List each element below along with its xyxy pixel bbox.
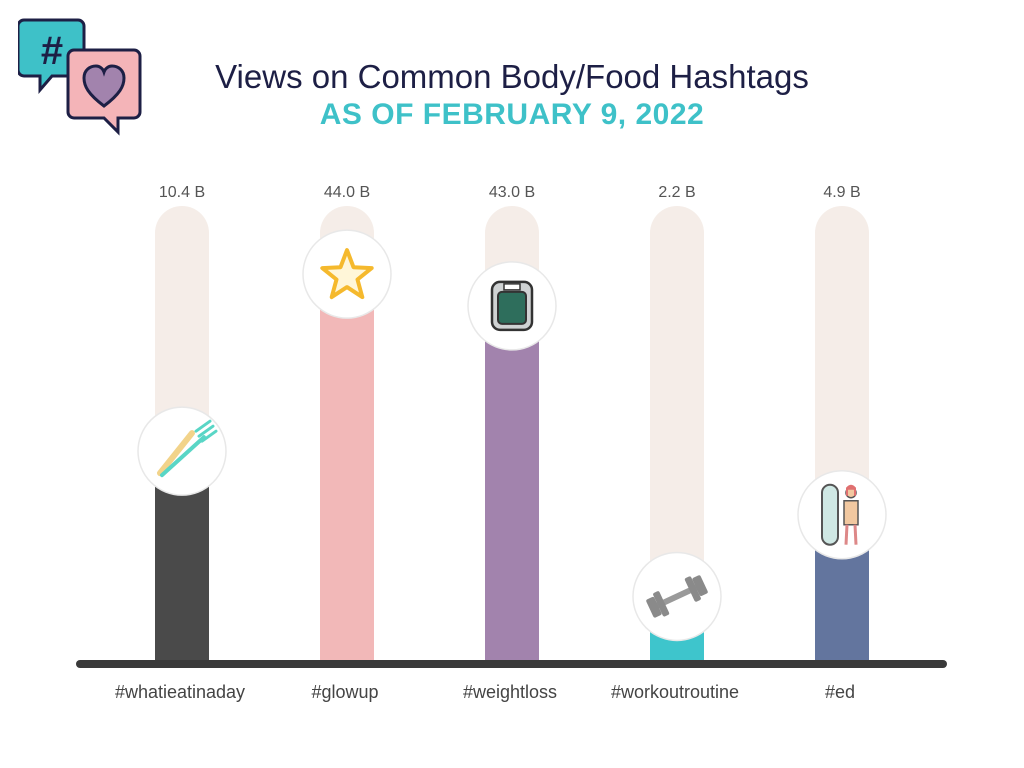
category-label: #whatieatinaday [115,682,245,702]
chart-title: Views on Common Body/Food Hashtags [215,58,809,95]
dumbbell-icon [632,551,722,642]
labels-group: 10.4 B #whatieatinaday 44.0 B #glowup 43.0 B… [115,184,861,702]
category-label: #glowup [311,682,378,702]
bar-track [650,206,704,660]
star-icon [302,229,392,319]
scale-icon [467,261,557,351]
svg-text:#: # [41,29,63,73]
category-label: #workoutroutine [611,682,739,702]
hashtag-heart-logo-icon: # [18,18,142,136]
data-label: 10.4 B [159,184,205,201]
data-label: 44.0 B [324,184,370,201]
data-label: 2.2 B [658,184,695,201]
data-label: 43.0 B [489,184,535,201]
bar [485,305,539,660]
category-label: #weightloss [463,682,557,702]
bars-group [137,206,887,660]
bar [320,274,374,660]
data-label: 4.9 B [823,184,860,201]
mirror-body-icon [797,469,887,560]
category-label: #ed [825,682,855,702]
fork-knife-icon [137,406,227,496]
chart-subtitle: AS OF FEBRUARY 9, 2022 [319,98,705,131]
